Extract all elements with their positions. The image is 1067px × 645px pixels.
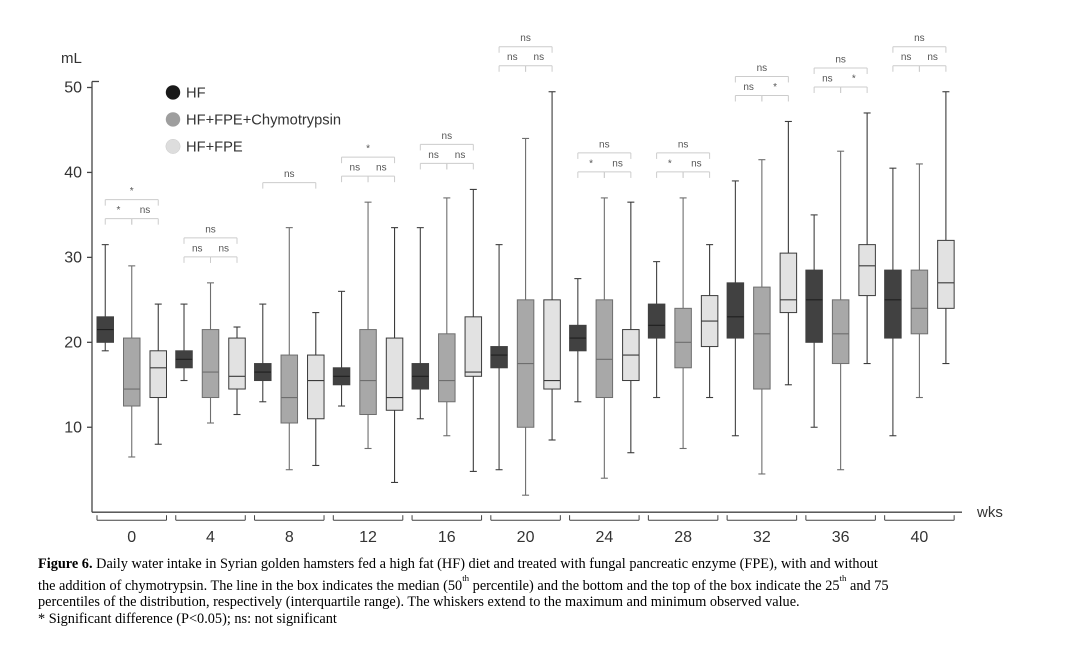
svg-text:20: 20	[64, 334, 82, 351]
svg-text:ns: ns	[822, 73, 833, 84]
svg-text:50: 50	[64, 79, 82, 96]
svg-text:36: 36	[832, 529, 850, 546]
svg-text:ns: ns	[612, 158, 623, 169]
svg-text:ns: ns	[140, 205, 151, 216]
svg-text:ns: ns	[914, 33, 925, 44]
svg-text:ns: ns	[218, 243, 229, 254]
svg-text:*: *	[668, 158, 672, 169]
svg-text:ns: ns	[442, 131, 453, 142]
svg-text:ns: ns	[350, 163, 361, 174]
svg-text:4: 4	[206, 529, 215, 546]
svg-text:16: 16	[438, 529, 456, 546]
svg-text:ns: ns	[428, 150, 439, 161]
svg-text:ns: ns	[376, 163, 387, 174]
svg-text:ns: ns	[599, 139, 610, 150]
svg-text:ns: ns	[205, 224, 216, 235]
svg-text:24: 24	[595, 529, 613, 546]
svg-text:0: 0	[127, 529, 136, 546]
svg-text:HF+FPE+Chymotrypsin: HF+FPE+Chymotrypsin	[186, 112, 341, 128]
svg-text:HF+FPE: HF+FPE	[186, 139, 243, 155]
svg-text:28: 28	[674, 529, 692, 546]
svg-text:40: 40	[911, 529, 929, 546]
svg-text:ns: ns	[743, 82, 754, 93]
svg-text:ns: ns	[534, 52, 545, 63]
svg-text:*: *	[773, 82, 777, 93]
svg-text:ns: ns	[757, 63, 768, 74]
svg-text:mL: mL	[61, 50, 82, 67]
svg-text:20: 20	[517, 529, 535, 546]
svg-text:*: *	[117, 205, 121, 216]
svg-text:*: *	[852, 73, 856, 84]
svg-text:12: 12	[359, 529, 377, 546]
svg-text:10: 10	[64, 419, 82, 436]
svg-text:32: 32	[753, 529, 771, 546]
svg-text:ns: ns	[520, 33, 531, 44]
svg-text:40: 40	[64, 164, 82, 181]
svg-text:ns: ns	[678, 139, 689, 150]
svg-text:*: *	[589, 158, 593, 169]
svg-text:wks: wks	[976, 504, 1003, 521]
svg-text:ns: ns	[691, 158, 702, 169]
svg-text:ns: ns	[284, 169, 295, 180]
svg-text:ns: ns	[835, 54, 846, 65]
svg-text:ns: ns	[927, 52, 938, 63]
svg-text:ns: ns	[455, 150, 466, 161]
svg-text:HF: HF	[186, 85, 206, 101]
svg-text:8: 8	[285, 529, 294, 546]
svg-text:30: 30	[64, 249, 82, 266]
svg-text:ns: ns	[507, 52, 518, 63]
svg-text:ns: ns	[901, 52, 912, 63]
svg-text:*: *	[366, 144, 370, 155]
svg-text:ns: ns	[192, 243, 203, 254]
svg-text:*: *	[130, 186, 134, 197]
